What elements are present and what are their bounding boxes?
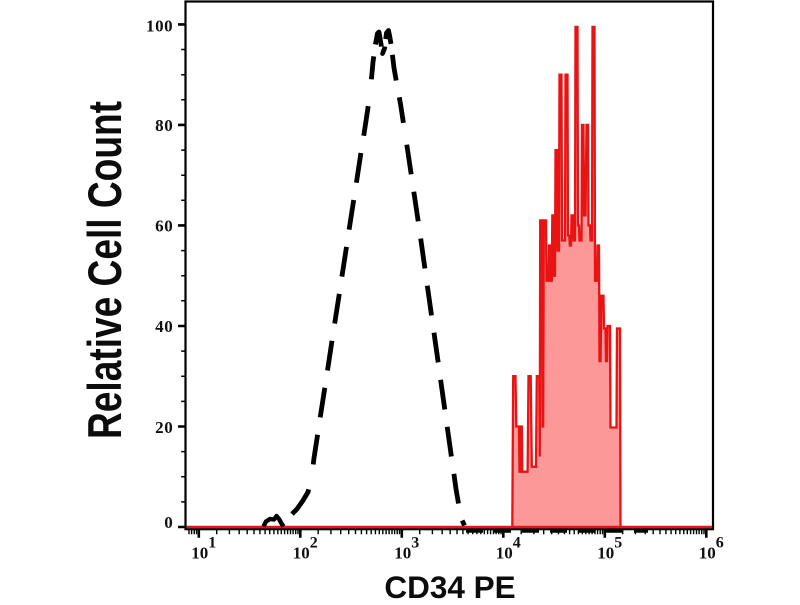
svg-text:10: 10	[293, 544, 310, 563]
svg-text:0: 0	[164, 513, 173, 532]
svg-text:100: 100	[146, 17, 173, 36]
svg-text:20: 20	[155, 418, 173, 437]
svg-text:5: 5	[614, 535, 622, 552]
svg-text:Relative Cell Count: Relative Cell Count	[78, 101, 131, 439]
svg-text:10: 10	[699, 544, 716, 563]
svg-text:CD34 PE: CD34 PE	[384, 569, 515, 600]
svg-text:1: 1	[208, 535, 216, 552]
svg-text:4: 4	[513, 535, 521, 552]
svg-text:10: 10	[191, 544, 208, 563]
svg-text:2: 2	[310, 535, 318, 552]
svg-text:6: 6	[716, 535, 724, 552]
svg-text:3: 3	[411, 535, 419, 552]
svg-text:60: 60	[155, 216, 173, 235]
svg-text:80: 80	[155, 116, 173, 135]
svg-text:10: 10	[394, 544, 411, 563]
svg-text:10: 10	[597, 544, 614, 563]
svg-text:10: 10	[496, 544, 513, 563]
svg-text:40: 40	[155, 317, 173, 336]
